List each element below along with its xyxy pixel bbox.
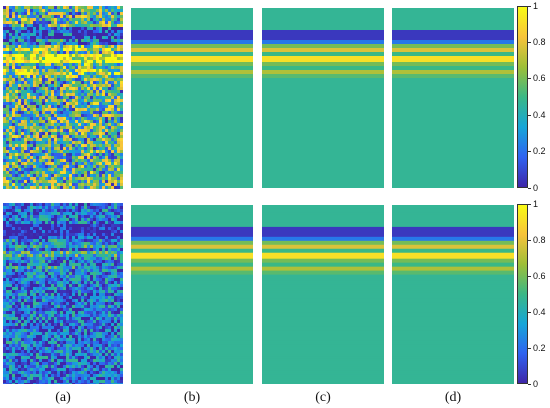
noisy-image-a2 — [3, 203, 123, 384]
panel-b-row1 — [131, 8, 253, 188]
panel-c-row1 — [262, 8, 384, 188]
panel-a-row2 — [3, 203, 123, 384]
noisy-image-a1 — [3, 6, 123, 189]
reconstruction-d1 — [392, 8, 514, 188]
colorbar-tick — [528, 275, 531, 277]
caption-a: (a) — [55, 390, 71, 405]
colorbar-tick — [528, 311, 531, 313]
colorbar-tick — [528, 41, 531, 43]
reconstruction-b1 — [131, 8, 253, 188]
colorbar-tick-label: 0.8 — [533, 36, 546, 47]
colorbar-tick-label: 0.4 — [533, 109, 546, 120]
panel-c-row2 — [262, 205, 384, 384]
reconstruction-c1 — [262, 8, 384, 188]
caption-c: (c) — [315, 390, 331, 405]
panel-a-row1 — [3, 6, 123, 189]
colorbar-tick-label: 0.2 — [533, 342, 546, 353]
reconstruction-b2 — [131, 205, 253, 384]
caption-d: (d) — [444, 390, 462, 405]
colorbar-tick — [528, 383, 531, 385]
colorbar-top — [517, 6, 528, 188]
colorbar-tick — [528, 187, 531, 189]
colorbar-tick-label: 0.6 — [533, 73, 546, 84]
colorbar-tick-label: 0 — [533, 182, 539, 193]
colorbar-tick-label: 0.4 — [533, 306, 546, 317]
colorbar-tick — [528, 151, 531, 153]
colorbar-tick-label: 0.2 — [533, 146, 546, 157]
colorbar-tick — [528, 347, 531, 349]
reconstruction-c2 — [262, 205, 384, 384]
colorbar-tick-label: 1 — [533, 0, 539, 11]
panel-d-row2 — [392, 205, 514, 384]
colorbar-tick — [528, 5, 531, 7]
reconstruction-d2 — [392, 205, 514, 384]
colorbar-tick — [528, 203, 531, 205]
panel-d-row1 — [392, 8, 514, 188]
colorbar-tick — [528, 114, 531, 116]
panel-b-row2 — [131, 205, 253, 384]
colorbar-tick-label: 0.8 — [533, 234, 546, 245]
colorbar-tick — [528, 239, 531, 241]
colorbar-tick — [528, 78, 531, 80]
colorbar-tick-label: 0 — [533, 378, 539, 389]
colorbar-tick-label: 1 — [533, 198, 539, 209]
caption-b: (b) — [183, 390, 201, 405]
colorbar-tick-label: 0.6 — [533, 270, 546, 281]
colorbar-bottom — [517, 204, 528, 384]
